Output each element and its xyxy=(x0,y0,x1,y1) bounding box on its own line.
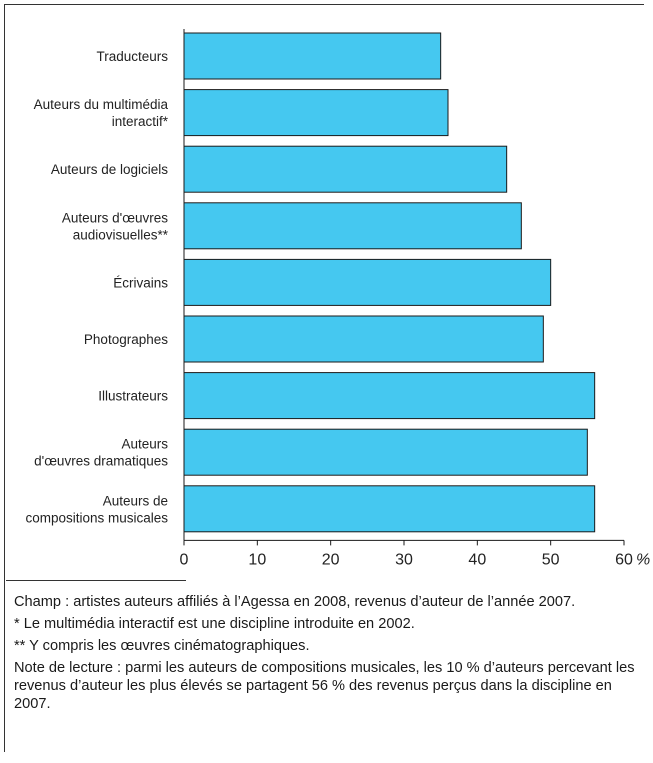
x-tick-label: 30 xyxy=(395,551,413,568)
category-labels: Traducteurs Auteurs du multimédia interact… xyxy=(25,49,168,525)
x-tick-label: 10 xyxy=(248,551,266,568)
bar xyxy=(183,145,508,193)
note-footnote-multimedia: * Le multimédia interactif est une disci… xyxy=(14,616,415,632)
category-label: Auteurs du multimédia interactif* xyxy=(34,97,169,129)
x-tick-label: 50 xyxy=(542,551,560,568)
notes-separator xyxy=(6,580,186,581)
x-tick-label: 20 xyxy=(322,551,340,568)
notes-block: Champ : artistes auteurs affiliés à l’Ag… xyxy=(14,593,639,717)
note-lecture: Note de lecture : parmi les auteurs de c… xyxy=(14,660,635,712)
bar xyxy=(183,89,449,137)
bar-chart: Traducteurs Auteurs du multimédia interact… xyxy=(25,29,650,568)
bars xyxy=(183,32,596,533)
category-label: Écrivains xyxy=(113,275,168,290)
x-axis: 0 10 20 30 40 50 60% xyxy=(180,29,650,568)
category-label: Auteurs de compositions musicales xyxy=(25,493,168,525)
category-label: Traducteurs xyxy=(96,49,168,64)
figure-frame xyxy=(4,4,644,752)
x-tick-label: 0 xyxy=(180,551,189,568)
bar xyxy=(183,315,544,363)
x-unit-label: % xyxy=(636,551,650,568)
bar xyxy=(183,372,596,420)
category-label: Auteurs d'œuvres dramatiques xyxy=(34,437,168,469)
category-label: Photographes xyxy=(84,332,168,347)
note-champ: Champ : artistes auteurs affiliés à l’Ag… xyxy=(14,594,576,610)
category-label: Auteurs d'œuvres audiovisuelles** xyxy=(62,210,169,242)
bar xyxy=(183,32,442,80)
x-tick-label: 60 xyxy=(615,551,633,568)
bar xyxy=(183,485,596,533)
bar xyxy=(183,202,522,250)
note-footnote-audiovisuel: ** Y compris les œuvres cinématographiqu… xyxy=(14,638,310,654)
category-label: Auteurs de logiciels xyxy=(51,162,168,177)
category-label: Illustrateurs xyxy=(98,389,168,404)
x-tick-label: 40 xyxy=(468,551,486,568)
bar xyxy=(183,428,588,476)
bar xyxy=(183,258,552,306)
